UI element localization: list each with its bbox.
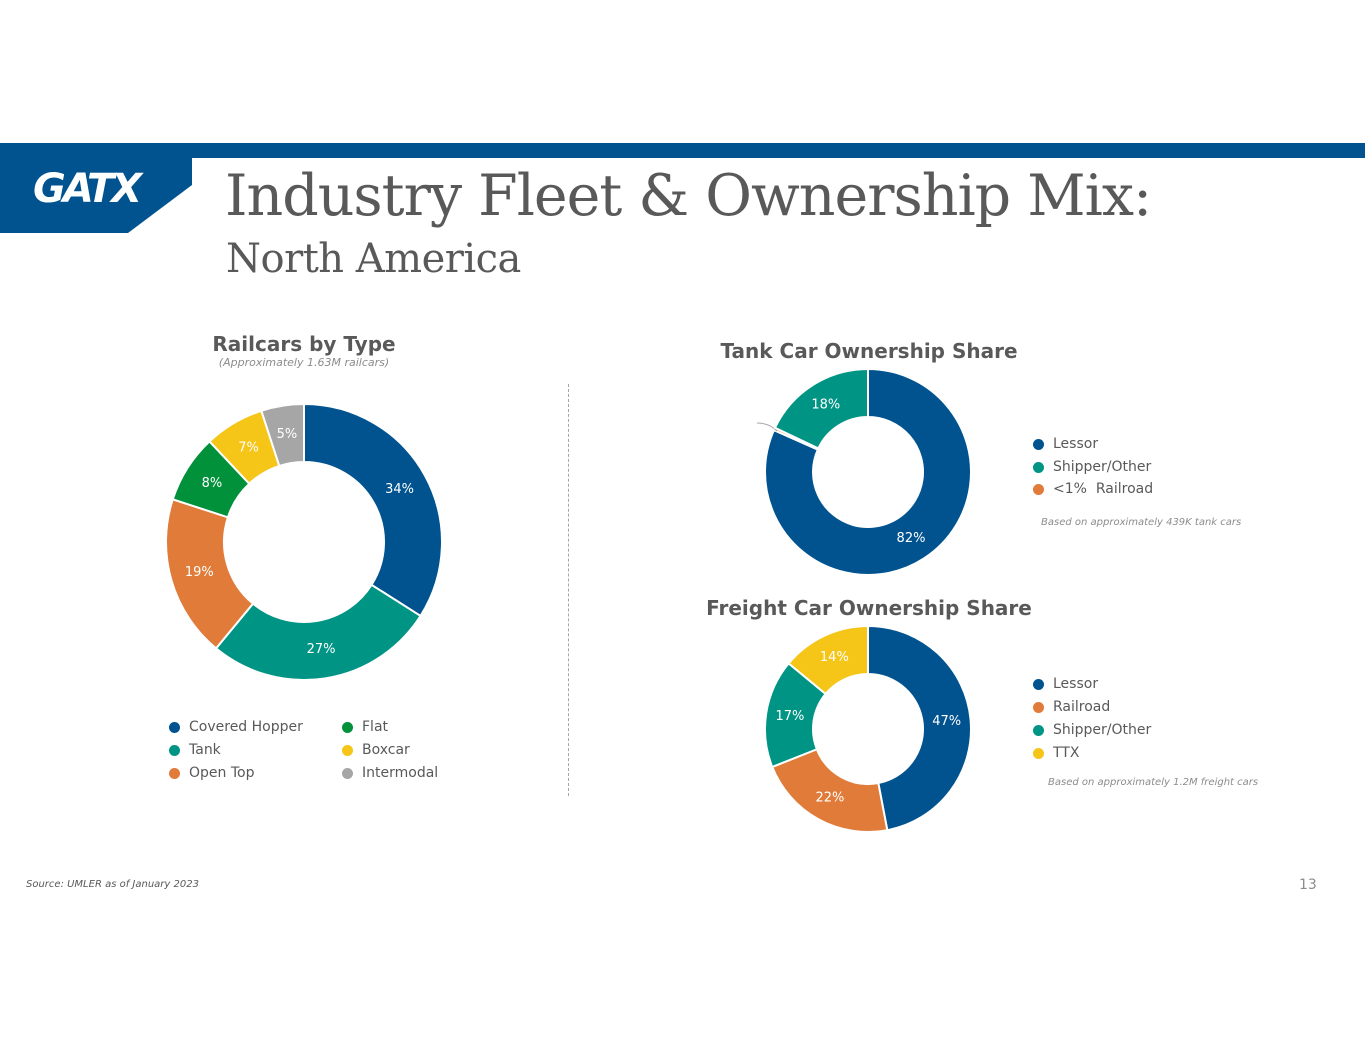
header-bar — [0, 143, 1365, 158]
legend-label: Tank — [189, 742, 221, 758]
slice-label: 17% — [776, 709, 805, 724]
section-divider — [568, 384, 569, 796]
legend-label: Flat — [362, 719, 389, 735]
tank-car-ownership-donut: 82% <1% 18% — [723, 367, 972, 576]
legend-label: Boxcar — [362, 742, 410, 758]
legend-item-railroad: Railroad — [1033, 699, 1110, 715]
slice-label: 8% — [202, 476, 223, 491]
slice-label: 47% — [932, 714, 961, 729]
page-number: 13 — [1299, 877, 1317, 893]
legend-swatch — [169, 744, 180, 756]
legend-swatch — [1033, 724, 1044, 736]
slice-label: 19% — [185, 565, 214, 580]
legend-swatch — [1033, 461, 1044, 473]
legend-item-open-top: Open Top — [169, 765, 254, 781]
chart-subtitle-railcars: (Approximately 1.63M railcars) — [218, 356, 390, 369]
page-subtitle: North America — [226, 236, 521, 282]
legend-item-shipper-other: Shipper/Other — [1033, 722, 1151, 738]
legend-label: Shipper/Other — [1053, 459, 1152, 475]
legend-item-lessor: Lessor — [1033, 436, 1098, 452]
slice-label: 34% — [385, 482, 414, 497]
legend-item-shipper-other: Shipper/Other — [1033, 459, 1151, 475]
legend-item-ttx: TTX — [1033, 745, 1079, 761]
chart-title-tank: Tank Car Ownership Share — [720, 339, 1018, 363]
freight-note: Based on approximately 1.2M freight cars — [1048, 777, 1259, 788]
legend-label: Open Top — [189, 765, 255, 781]
legend-swatch — [1033, 438, 1044, 450]
slice-label: 14% — [820, 650, 849, 665]
slice-label: 27% — [307, 642, 336, 657]
slice-label: <1% — [723, 411, 755, 426]
slice-label: 82% — [897, 531, 926, 546]
legend-item-boxcar: Boxcar — [342, 742, 410, 758]
gatx-logo: GATX — [33, 166, 142, 212]
slice-shipper-other — [773, 367, 869, 450]
legend-item-flat: Flat — [342, 719, 388, 735]
legend-item-covered-hopper: Covered Hopper — [169, 719, 303, 735]
legend-item-lessor: Lessor — [1033, 676, 1098, 692]
page-title: Industry Fleet & Ownership Mix: — [225, 163, 1152, 229]
legend-label: TTX — [1053, 745, 1080, 761]
legend-item-railroad: <1% Railroad — [1033, 481, 1153, 497]
slice-label: 22% — [815, 791, 844, 806]
logo-banner — [0, 143, 192, 233]
legend-label: Intermodal — [362, 765, 439, 781]
legend-label: Lessor — [1053, 436, 1099, 452]
slice-tank — [214, 583, 422, 681]
tank-note: Based on approximately 439K tank cars — [1041, 517, 1242, 528]
slice-label: 18% — [811, 398, 840, 413]
slice-covered-hopper — [303, 402, 443, 618]
chart-title-freight: Freight Car Ownership Share — [706, 596, 1032, 620]
slice-ttx — [787, 624, 869, 696]
legend-item-tank: Tank — [169, 742, 221, 758]
railcars-by-type-donut: 34% 27% 19% 8% 7% 5% — [165, 402, 443, 681]
legend-swatch — [169, 767, 180, 779]
legend-swatch — [1033, 678, 1044, 690]
legend-label: Railroad — [1053, 699, 1111, 715]
legend-swatch — [1033, 701, 1044, 713]
leader-line — [756, 422, 778, 432]
legend-label: Shipper/Other — [1053, 722, 1152, 738]
legend-label: Covered Hopper — [189, 719, 303, 735]
legend-item-intermodal: Intermodal — [342, 765, 438, 781]
slice-label: 5% — [277, 427, 298, 442]
slice-intermodal — [260, 402, 305, 468]
freight-car-ownership-donut: 47% 22% 17% 14% — [764, 624, 972, 833]
legend-swatch — [1033, 747, 1044, 759]
legend-swatch — [342, 721, 353, 733]
legend-swatch — [169, 721, 180, 733]
legend-swatch — [342, 767, 353, 779]
legend-label: <1% Railroad — [1053, 481, 1154, 497]
legend-label: Lessor — [1053, 676, 1099, 692]
legend-swatch — [342, 744, 353, 756]
slice-lessor — [867, 624, 972, 832]
slice-label: 7% — [238, 441, 259, 456]
source-note: Source: UMLER as of January 2023 — [26, 879, 199, 890]
legend-swatch — [1033, 483, 1044, 495]
slice-lessor — [764, 367, 972, 576]
chart-title-railcars: Railcars by Type — [212, 332, 396, 356]
